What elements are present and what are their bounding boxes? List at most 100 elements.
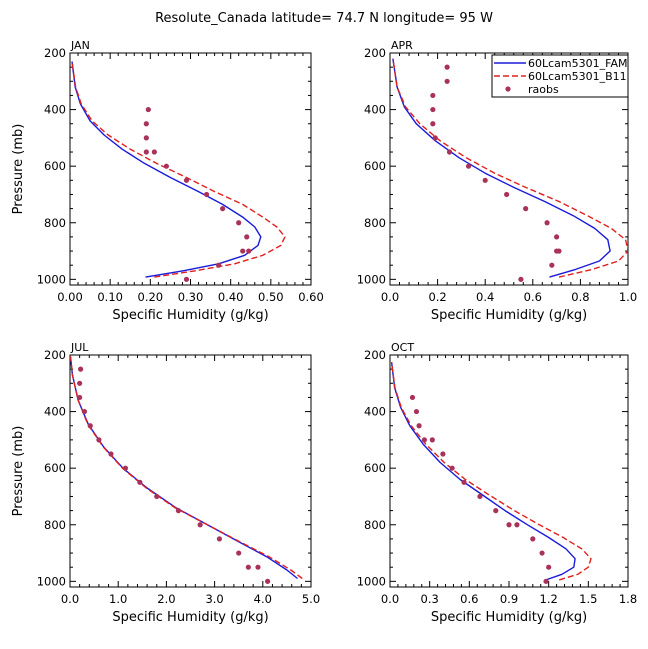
raobs-point [255,564,261,570]
raobs-point [246,248,252,254]
raobs-point [197,522,203,528]
x-tick-label: 0.4 [476,290,494,304]
y-axis-label: Pressure (mb) [11,426,26,517]
raobs-point [421,437,427,443]
raobs-point [245,564,251,570]
panel-label: JUL [70,341,89,354]
y-tick-label: 600 [364,159,386,173]
x-tick-label: 4.0 [254,592,272,606]
y-tick-label: 800 [44,518,66,532]
raobs-point [444,78,450,84]
x-tick-label: 0.6 [460,592,478,606]
x-tick-label: 0.20 [138,290,164,304]
raobs-point [77,380,83,386]
x-tick-label: 1.0 [109,592,127,606]
raobs-point [220,206,226,212]
figure-title: Resolute_Canada latitude= 74.7 N longitu… [155,11,493,26]
raobs-point [175,508,182,514]
raobs-point [77,394,83,401]
x-tick-label: 3.0 [205,592,223,606]
raobs-point [236,550,242,556]
raobs-point [236,220,242,226]
legend-dot [505,86,511,92]
x-axis-label: Specific Humidity (g/kg) [112,308,268,323]
data-layer [392,58,628,282]
y-tick-label: 1000 [357,574,386,588]
y-tick-label: 400 [364,103,386,117]
data-layer [390,362,592,584]
series-line-60Lcam5301_FAM [392,58,611,278]
raobs-point [554,248,560,254]
raobs-point [244,234,250,240]
y-tick-label: 400 [364,405,386,419]
panels-container: JAN 200 400 600 800 1000 0.00 0.10 0.20 0.30 0.40 0… [11,39,637,625]
raobs-point [81,408,88,415]
x-tick-label: 0.0 [381,592,399,606]
raobs-point [96,437,102,443]
raobs-point [203,191,210,198]
raobs-point [530,536,536,542]
raobs-point [546,564,552,570]
panel-oct: OCT 200 400 600 800 1000 0.0 0.3 0.6 0.9 1.2 1.5 1.8… [357,341,637,625]
raobs-point [449,465,455,471]
panel-label: JAN [70,39,90,52]
y-tick-label: 200 [364,348,386,362]
raobs-point [544,220,550,226]
y-tick-label: 400 [44,405,66,419]
series-line-60Lcam5301_FAM [70,356,298,580]
x-tick-label: 0.30 [178,290,204,304]
raobs-point [154,493,160,500]
y-tick-label: 600 [364,461,386,475]
x-tick-label: 0.8 [571,290,589,304]
raobs-point [506,522,512,528]
x-tick-label: 1.2 [540,592,558,606]
legend-label: 60Lcam5301_B11 [528,70,627,83]
raobs-point [143,121,149,127]
raobs-point [143,149,149,155]
x-tick-label: 1.5 [579,592,597,606]
raobs-point [554,234,560,240]
raobs-point [477,493,483,500]
x-tick-label: 5.0 [302,592,320,606]
raobs-point [432,135,438,141]
x-tick-label: 2.0 [157,592,175,606]
panel-label: APR [391,39,413,52]
x-tick-label: 0.40 [218,290,244,304]
series-line-60Lcam5301_FAM [390,362,576,581]
y-tick-label: 600 [44,159,66,173]
raobs-point [183,276,190,282]
x-tick-label: 0.0 [381,290,399,304]
raobs-point [216,536,223,542]
raobs-point [430,92,436,99]
panel-jan: JAN 200 400 600 800 1000 0.00 0.10 0.20 0.30 0.40 0… [11,39,324,323]
x-tick-label: 0.9 [500,592,518,606]
x-tick-label: 0.0 [61,592,79,606]
x-tick-label: 0.6 [524,290,542,304]
x-tick-label: 1.0 [619,290,637,304]
raobs-point [137,479,143,485]
y-tick-label: 200 [44,348,66,362]
x-tick-label: 0.00 [57,290,83,304]
y-tick-label: 800 [364,518,386,532]
raobs-point [122,465,129,471]
y-tick-label: 200 [364,46,386,60]
x-tick-label: 1.8 [619,592,637,606]
series-line-60Lcam5301_B11 [392,58,628,278]
raobs-point [430,121,436,127]
series-line-60Lcam5301_B11 [390,362,592,581]
raobs-point [429,437,435,443]
raobs-point [143,135,149,141]
x-tick-label: 0.3 [421,592,439,606]
data-layer [70,356,303,584]
raobs-point [145,106,151,113]
x-axis-label: Specific Humidity (g/kg) [112,610,268,625]
raobs-point [514,522,520,528]
y-tick-label: 600 [44,461,66,475]
x-tick-label: 0.60 [298,290,324,304]
plot-frame [69,354,312,588]
x-axis-label: Specific Humidity (g/kg) [431,610,587,625]
raobs-point [78,366,84,372]
raobs-point [151,149,157,155]
